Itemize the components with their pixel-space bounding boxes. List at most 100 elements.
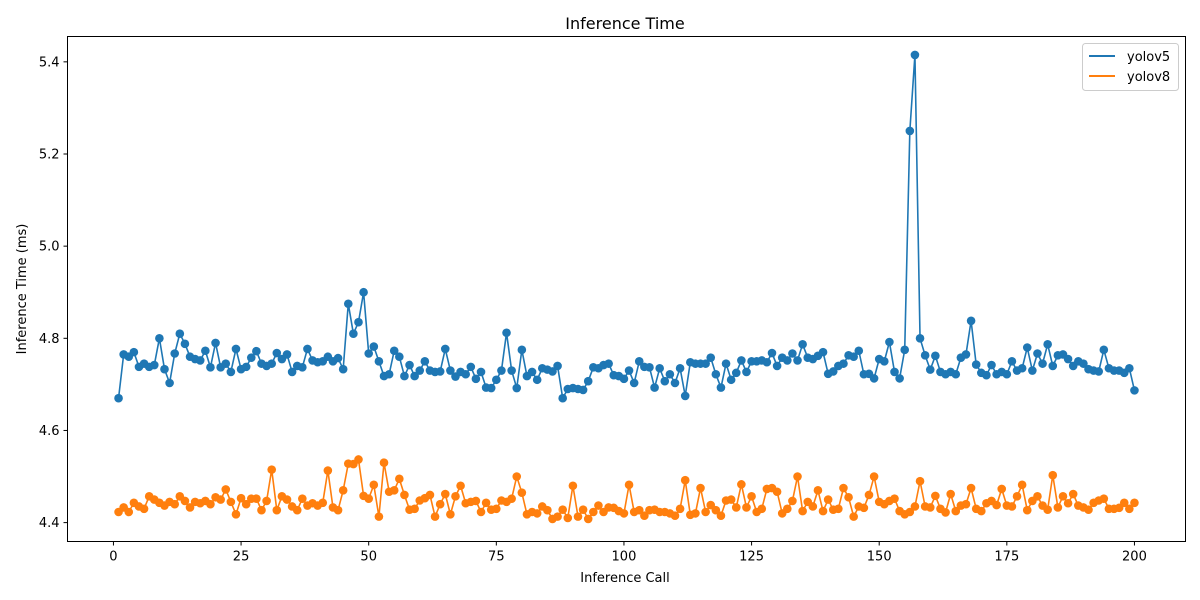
data-point-yolov8 [481, 498, 491, 508]
data-point-yolov8 [813, 486, 823, 495]
legend: yolov5 yolov8 [1082, 43, 1179, 91]
data-point-yolov5 [634, 357, 644, 366]
data-point-yolov5 [160, 364, 169, 374]
data-point-yolov5 [1079, 359, 1088, 368]
data-point-yolov8 [583, 514, 593, 524]
data-point-yolov8 [589, 507, 598, 517]
data-point-yolov8 [1068, 489, 1078, 499]
data-point-yolov5 [374, 357, 384, 366]
data-point-yolov5 [701, 359, 710, 368]
data-point-yolov5 [384, 369, 394, 379]
data-point-yolov5 [435, 367, 445, 376]
data-point-yolov5 [951, 369, 961, 379]
data-point-yolov5 [415, 366, 425, 375]
data-point-yolov8 [471, 496, 481, 506]
x-tick-label: 25 [233, 550, 250, 565]
data-point-yolov8 [440, 489, 450, 499]
data-point-yolov5 [1099, 345, 1109, 355]
data-point-yolov5 [532, 375, 542, 385]
data-point-yolov5 [905, 126, 915, 136]
data-point-yolov8 [226, 497, 236, 507]
data-point-yolov5 [624, 366, 634, 375]
data-point-yolov5 [175, 329, 185, 338]
data-point-yolov8 [941, 508, 950, 517]
data-point-yolov8 [931, 491, 940, 501]
data-point-yolov8 [241, 499, 251, 509]
data-point-yolov8 [1007, 502, 1017, 511]
data-point-yolov8 [680, 475, 690, 485]
data-point-yolov8 [951, 506, 961, 516]
data-point-yolov5 [405, 360, 414, 370]
data-point-yolov5 [915, 334, 925, 343]
data-point-yolov8 [369, 480, 379, 490]
data-point-yolov8 [124, 507, 134, 517]
data-point-yolov5 [287, 367, 297, 377]
data-point-yolov8 [1012, 492, 1022, 501]
data-point-yolov8 [977, 506, 986, 516]
data-point-yolov8 [701, 507, 710, 517]
data-point-yolov5 [446, 366, 455, 375]
data-point-yolov8 [961, 499, 971, 509]
data-point-yolov5 [502, 328, 511, 338]
data-point-yolov8 [1063, 498, 1073, 508]
data-point-yolov8 [696, 483, 705, 493]
legend-label-yolov5: yolov5 [1127, 50, 1170, 65]
data-point-yolov5 [364, 349, 374, 358]
data-point-yolov8 [594, 501, 603, 510]
data-point-yolov8 [456, 481, 465, 491]
y-tick-label: 5.4 [39, 55, 60, 70]
data-point-yolov8 [966, 483, 976, 493]
data-point-yolov8 [410, 504, 419, 514]
data-point-yolov5 [517, 345, 527, 355]
data-point-yolov5 [548, 367, 557, 376]
data-point-yolov5 [466, 362, 476, 372]
data-point-yolov5 [721, 359, 731, 368]
data-point-yolov5 [716, 383, 726, 392]
data-point-yolov5 [395, 352, 404, 362]
data-point-yolov8 [839, 483, 848, 493]
data-point-yolov5 [788, 349, 797, 358]
data-point-yolov8 [946, 489, 955, 499]
data-point-yolov5 [165, 378, 174, 388]
data-point-yolov5 [333, 353, 343, 363]
data-point-yolov5 [711, 369, 721, 379]
data-point-yolov5 [604, 359, 613, 368]
y-tick-label: 5.0 [39, 240, 60, 255]
y-tick-label: 4.4 [39, 516, 60, 531]
data-point-yolov8 [823, 495, 833, 504]
data-point-yolov5 [880, 357, 889, 366]
data-point-yolov8 [139, 504, 149, 514]
data-point-yolov8 [1017, 480, 1027, 490]
x-tick-label: 125 [739, 550, 764, 565]
data-point-yolov8 [726, 495, 736, 504]
data-point-yolov8 [634, 505, 644, 515]
data-point-yolov8 [292, 505, 302, 515]
data-point-yolov5 [354, 317, 363, 327]
data-point-yolov5 [155, 334, 164, 343]
data-point-yolov5 [471, 374, 481, 384]
data-point-yolov8 [231, 510, 241, 519]
data-point-yolov5 [298, 363, 307, 372]
data-point-yolov8 [492, 504, 501, 514]
data-point-yolov5 [920, 351, 930, 360]
data-point-yolov5 [910, 50, 920, 60]
x-tick-label: 175 [994, 550, 1019, 565]
data-point-yolov5 [400, 371, 409, 381]
data-point-yolov5 [583, 376, 593, 386]
data-point-yolov5 [1017, 363, 1027, 373]
data-point-yolov5 [619, 374, 629, 384]
data-point-yolov5 [1033, 349, 1042, 358]
data-point-yolov8 [272, 505, 282, 515]
data-point-yolov5 [527, 367, 537, 377]
data-point-yolov8 [267, 465, 277, 474]
data-point-yolov8 [568, 481, 578, 491]
data-point-yolov8 [757, 504, 767, 514]
data-point-yolov8 [1119, 498, 1129, 508]
data-point-yolov8 [354, 455, 363, 464]
data-point-yolov8 [670, 511, 680, 520]
data-point-yolov8 [364, 494, 374, 503]
data-point-yolov8 [389, 486, 399, 495]
data-point-yolov5 [558, 393, 567, 403]
data-point-yolov8 [742, 503, 751, 512]
data-point-yolov8 [451, 492, 460, 501]
